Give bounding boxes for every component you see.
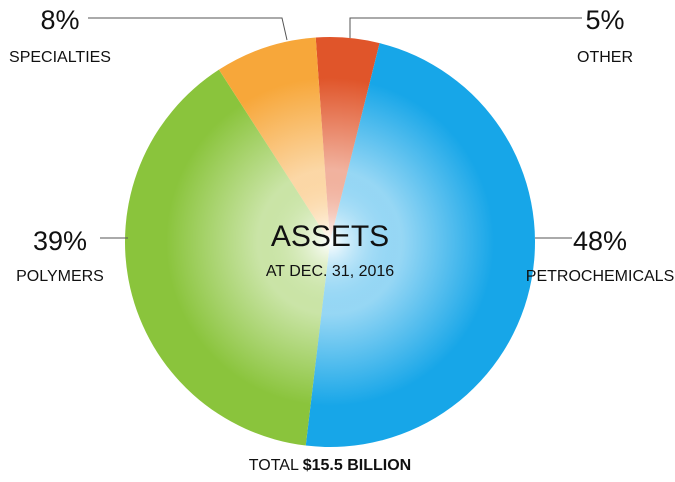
category-label: SPECIALTIES [9, 49, 111, 66]
total-value: $15.5 BILLION [303, 457, 411, 474]
category-label: PETROCHEMICALS [526, 268, 674, 285]
pie-slice [218, 37, 330, 242]
chart-title: ASSETS [271, 220, 389, 253]
leader-line [88, 17, 288, 41]
pie-slice [125, 69, 330, 446]
value-label: 48% [573, 226, 627, 256]
leader-line [349, 17, 582, 38]
value-label: 8% [40, 5, 79, 35]
value-label: 39% [33, 226, 87, 256]
category-label: POLYMERS [16, 268, 104, 285]
pie-slice [305, 43, 536, 447]
pie-slice [315, 37, 380, 242]
pie [125, 37, 536, 447]
category-label: OTHER [577, 49, 633, 66]
value-label: 5% [585, 5, 624, 35]
chart-subtitle: AT DEC. 31, 2016 [266, 263, 394, 280]
total-label: TOTAL [249, 457, 299, 474]
total-note: TOTAL $15.5 BILLION [249, 457, 411, 474]
